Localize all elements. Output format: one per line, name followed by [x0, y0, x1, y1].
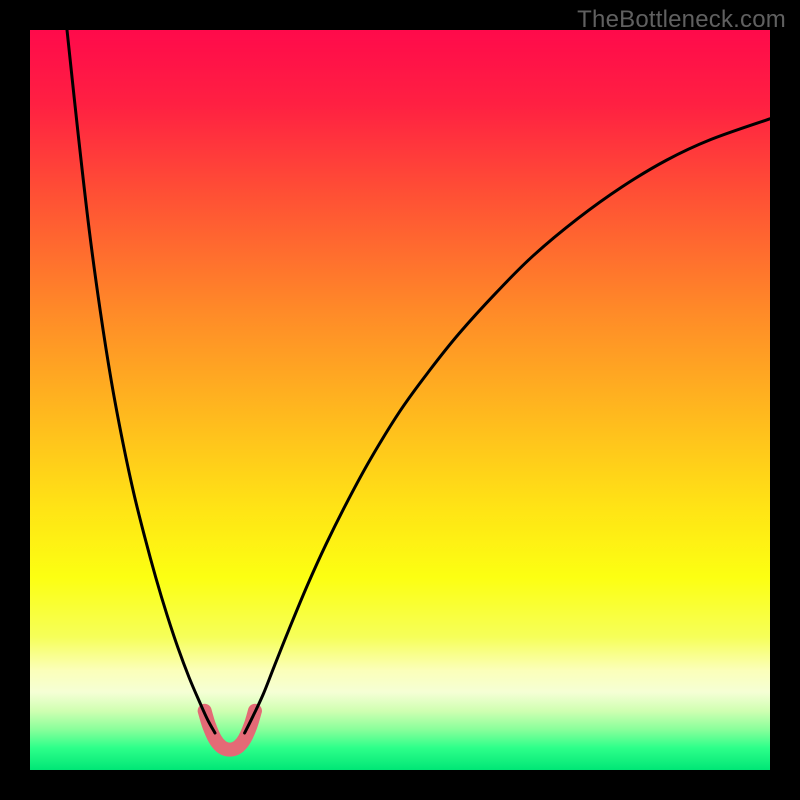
optimal-region-dot — [237, 734, 249, 746]
chart-frame: TheBottleneck.com — [0, 0, 800, 800]
gradient-background — [30, 30, 770, 770]
bottleneck-curve-chart — [30, 30, 770, 770]
plot-area — [30, 30, 770, 770]
